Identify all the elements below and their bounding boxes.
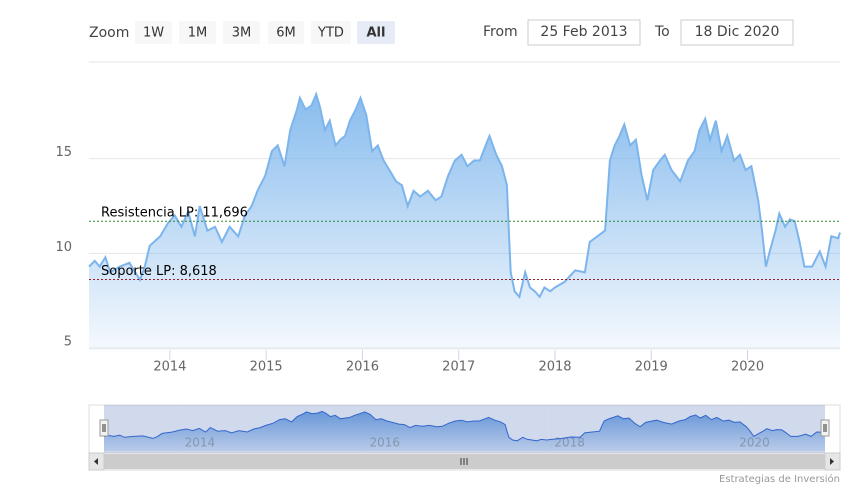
area-fill <box>89 94 840 350</box>
x-tick-label: 2020 <box>731 360 764 375</box>
from-label: From <box>483 24 518 40</box>
x-tick-label: 2017 <box>442 360 475 375</box>
navigator-handle[interactable] <box>820 419 830 437</box>
range-button[interactable] <box>179 21 216 44</box>
range-button-label[interactable]: 3M <box>232 26 252 41</box>
plot-line-label: Soporte LP: 8,618 <box>101 264 217 279</box>
credits: Estrategias de Inversión <box>719 473 840 485</box>
range-button-label[interactable]: All <box>367 26 386 41</box>
plot-line-label: Resistencia LP: 11,696 <box>101 206 248 221</box>
y-tick-label: 15 <box>55 145 72 160</box>
range-button-label[interactable]: YTD <box>317 26 344 41</box>
navigator-line <box>103 410 826 442</box>
to-date[interactable]: 18 Dic 2020 <box>695 24 780 40</box>
series-line <box>88 91 841 300</box>
arrow-left <box>94 458 98 465</box>
range-button[interactable] <box>357 21 395 44</box>
to-input[interactable] <box>680 19 794 46</box>
range-button[interactable] <box>135 21 172 44</box>
range-button[interactable] <box>311 21 351 44</box>
range-button[interactable] <box>268 21 304 44</box>
x-tick-label: 2019 <box>635 360 668 375</box>
range-selector: Zoom From 25 Feb 2013 To 18 Dic 2020 1W 1… <box>89 19 794 46</box>
x-tick-label: 2016 <box>346 360 379 375</box>
range-button-label[interactable]: 1W <box>143 26 164 41</box>
from-date[interactable]: 25 Feb 2013 <box>540 24 627 40</box>
navigator-area <box>104 411 825 451</box>
y-tick-label: 5 <box>64 335 72 350</box>
range-button[interactable] <box>223 21 260 44</box>
from-input[interactable] <box>527 19 641 46</box>
x-tick-label: 2014 <box>153 360 186 375</box>
arrow-right <box>830 458 834 465</box>
handle-grip <box>823 424 827 432</box>
y-tick-label: 10 <box>55 240 72 255</box>
zoom-label: Zoom <box>89 25 129 41</box>
handle-grip <box>102 424 106 432</box>
to-label: To <box>654 24 670 40</box>
x-tick-label: 2015 <box>250 360 283 375</box>
scrollbar-grip <box>460 458 468 465</box>
range-button-label[interactable]: 6M <box>276 26 296 41</box>
x-tick-label: 2018 <box>538 360 571 375</box>
navigator-handle[interactable] <box>99 419 109 437</box>
range-button-label[interactable]: 1M <box>188 26 208 41</box>
